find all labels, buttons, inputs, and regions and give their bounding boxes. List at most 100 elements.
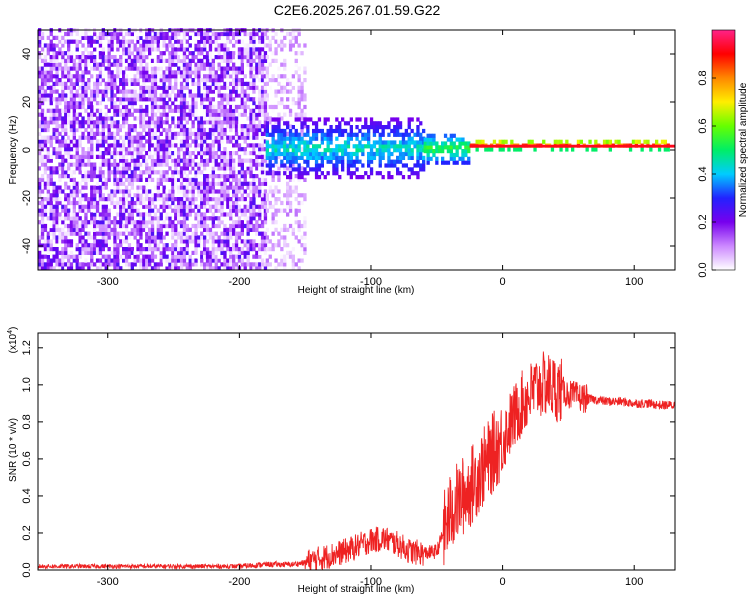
spectrogram-cell bbox=[75, 66, 79, 71]
spectrogram-cell bbox=[280, 262, 284, 267]
spectrogram-cell bbox=[346, 121, 351, 126]
spectrogram-cell bbox=[226, 101, 230, 106]
spectrogram-cell bbox=[197, 93, 201, 98]
spectrogram-cell bbox=[234, 185, 239, 190]
spectrogram-cell bbox=[107, 70, 111, 75]
spectrogram-cell bbox=[139, 220, 143, 225]
spectrogram-cell bbox=[156, 185, 160, 190]
spectrogram-cell bbox=[72, 108, 76, 113]
spectrogram-cell bbox=[364, 136, 368, 141]
spectrogram-cell bbox=[127, 174, 132, 179]
spectrogram-cell bbox=[265, 155, 269, 160]
spectrogram-cell bbox=[185, 62, 189, 67]
spectrogram-cell bbox=[113, 227, 117, 232]
spectrogram-cell bbox=[237, 124, 242, 129]
spectrogram-cell bbox=[177, 66, 181, 71]
spectrogram-cell bbox=[139, 135, 143, 140]
spectrogram-cell bbox=[156, 116, 160, 121]
spectrogram-cell bbox=[249, 189, 253, 194]
spectrogram-cell bbox=[49, 147, 53, 152]
spectrogram-cell bbox=[416, 148, 420, 153]
spectrogram-cell bbox=[113, 62, 117, 67]
spectrogram-cell bbox=[110, 200, 114, 206]
spectrogram-cell bbox=[52, 247, 56, 252]
spectrogram-cell bbox=[64, 143, 68, 148]
spectrogram-cell bbox=[58, 216, 62, 221]
spectrogram-cell bbox=[75, 212, 79, 217]
spectrogram-cell bbox=[217, 51, 221, 56]
spectrogram-cell bbox=[226, 116, 230, 121]
spectrogram-cell bbox=[38, 151, 42, 156]
spectrogram-cell bbox=[165, 116, 169, 121]
spectrogram-cell bbox=[211, 258, 215, 263]
spectrogram-cell bbox=[258, 104, 262, 110]
spectrogram-cell bbox=[255, 185, 259, 190]
spectrogram-cell bbox=[188, 93, 192, 98]
spectrogram-cell bbox=[72, 193, 76, 198]
snr-x-tick-label: -300 bbox=[97, 576, 119, 588]
spectrogram-cell bbox=[203, 174, 207, 179]
spectrogram-cell bbox=[145, 193, 149, 198]
spectrogram-cell bbox=[265, 227, 269, 232]
spectrogram-cell bbox=[217, 35, 221, 40]
spectrogram-cell bbox=[179, 181, 184, 186]
spectrogram-cell bbox=[182, 58, 187, 63]
spectrogram-cell bbox=[265, 208, 269, 213]
spectrogram-cell bbox=[191, 181, 195, 186]
spectrogram-cell bbox=[179, 250, 184, 255]
spectrogram-cell bbox=[52, 51, 56, 56]
spectrogram-cell bbox=[78, 216, 82, 221]
spectrogram-cell bbox=[61, 166, 65, 171]
spectrogram-cell bbox=[84, 154, 88, 159]
spectrogram-cell bbox=[46, 66, 50, 71]
spectrogram-cell bbox=[378, 125, 382, 130]
spectrogram-cell bbox=[277, 39, 281, 44]
spectrogram-cell bbox=[130, 212, 134, 217]
spectrogram-cell bbox=[145, 85, 149, 90]
spectrogram-cell bbox=[81, 177, 85, 182]
spectrogram-cell bbox=[46, 266, 50, 271]
spectrogram-cell bbox=[127, 97, 132, 102]
spectrogram-cell bbox=[72, 139, 76, 144]
spectrogram-cell bbox=[205, 93, 210, 98]
spectrogram-cell bbox=[291, 247, 295, 252]
spectrogram-cell bbox=[61, 55, 65, 60]
spectrogram-cell bbox=[288, 163, 293, 168]
spectrogram-cell bbox=[38, 39, 42, 44]
spectrogram-cell bbox=[81, 62, 85, 67]
spectrogram-cell bbox=[364, 144, 368, 149]
spectrogram-cell bbox=[237, 147, 242, 152]
spectrogram-cell bbox=[119, 158, 123, 163]
snr-y-multiplier-exponent: 4 bbox=[7, 330, 14, 334]
spectrogram-cell bbox=[69, 174, 74, 179]
spectrogram-cell bbox=[67, 258, 71, 263]
spectrogram-cell bbox=[101, 216, 105, 221]
spectrogram-cell bbox=[110, 143, 114, 148]
spectrogram-cell bbox=[165, 223, 169, 229]
spectrogram-cell bbox=[113, 266, 117, 271]
spectrogram-cell bbox=[93, 70, 97, 75]
spectrogram-cell bbox=[277, 197, 281, 202]
spectrogram-cell bbox=[95, 89, 100, 94]
spectrogram-cell bbox=[369, 117, 374, 122]
spectrogram-cell bbox=[61, 266, 65, 271]
spectrogram-cell bbox=[153, 104, 158, 110]
spectrogram-cell bbox=[162, 197, 166, 202]
spectrogram-cell bbox=[98, 108, 103, 113]
spectrogram-cell bbox=[223, 197, 227, 202]
spectrogram-cell bbox=[191, 158, 195, 163]
spectrogram-cell bbox=[162, 220, 166, 225]
spectrogram-cell bbox=[404, 128, 408, 134]
spectrogram-cell bbox=[87, 131, 91, 136]
spectrogram-cell bbox=[314, 132, 319, 137]
spectrogram-cell bbox=[467, 149, 471, 154]
spectrogram-cell bbox=[226, 243, 230, 248]
spectrogram-cell bbox=[148, 135, 152, 140]
spectrogram-cell bbox=[179, 189, 184, 194]
spectrogram-cell bbox=[211, 162, 215, 167]
spectrogram-cell bbox=[229, 208, 233, 213]
spectrogram-cell bbox=[156, 124, 160, 129]
spectrogram-cell bbox=[116, 131, 120, 136]
spectrogram-cell bbox=[203, 177, 207, 182]
spectrogram-cell bbox=[349, 171, 353, 176]
